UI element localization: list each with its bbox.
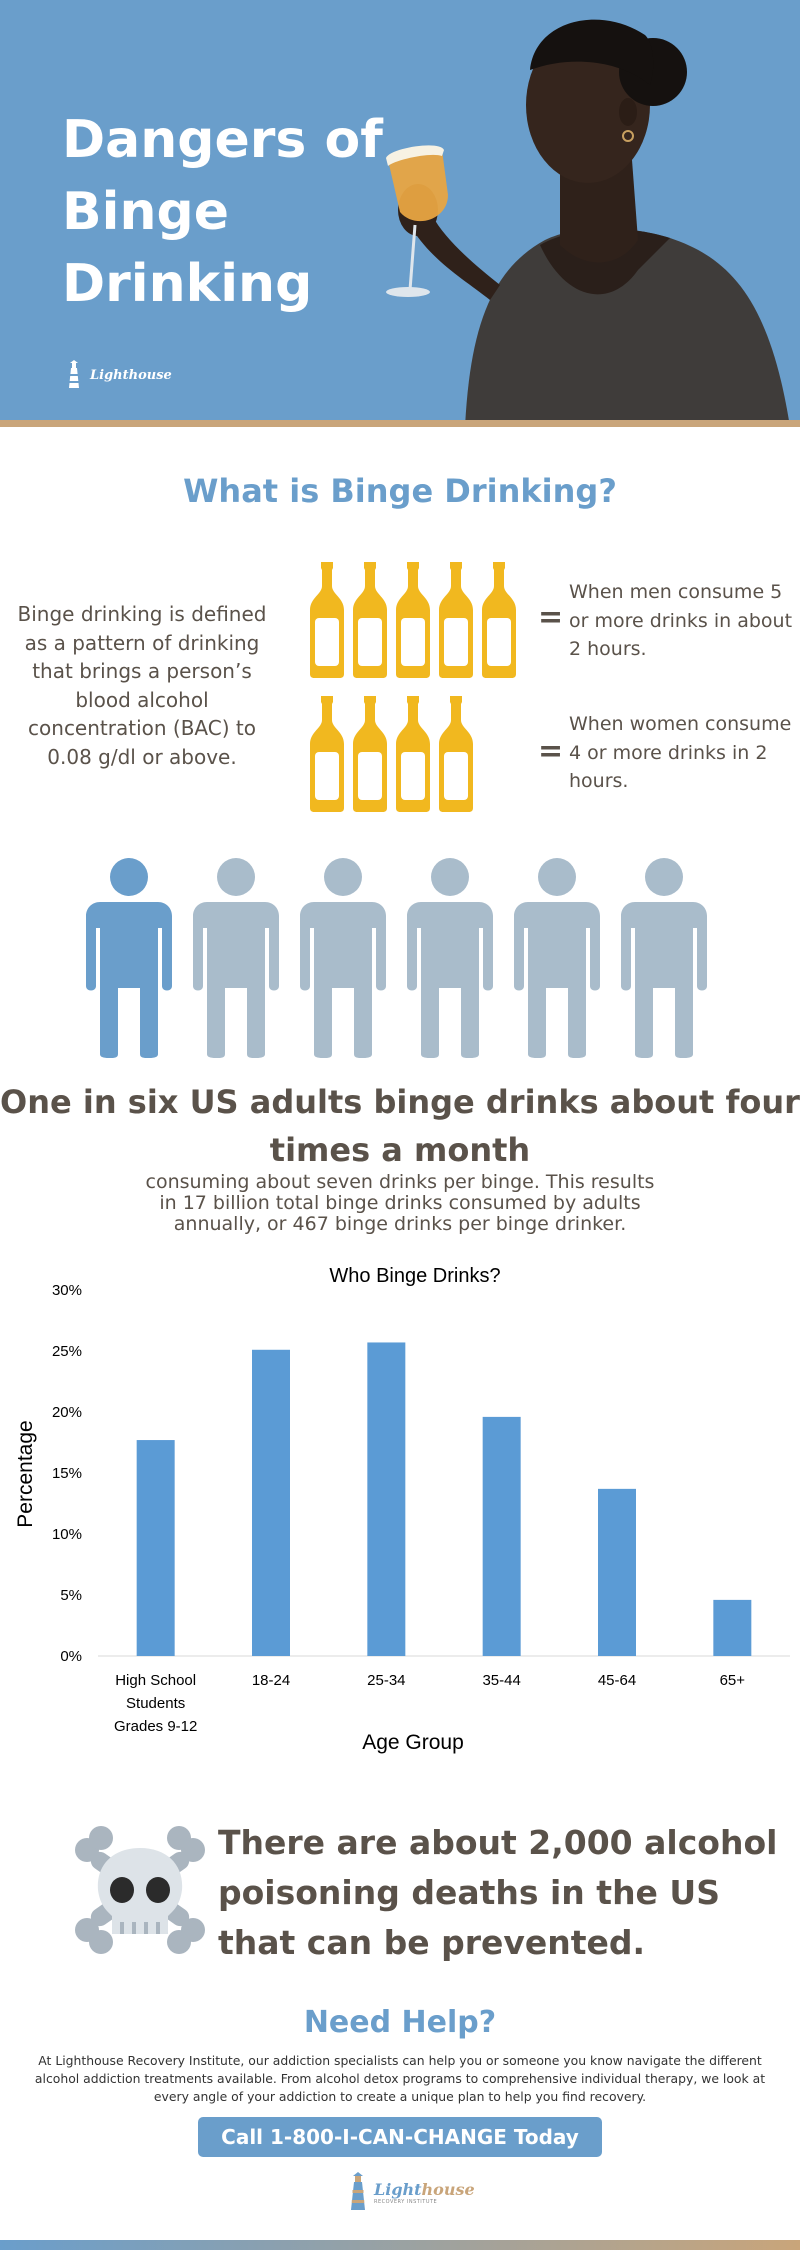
person-icon xyxy=(621,858,707,1058)
chart-bar xyxy=(136,1440,175,1656)
stat-subtext-line: in 17 billion total binge drinks consume… xyxy=(159,1192,641,1214)
women-drink-text: When women consume 4 or more drinks in 2… xyxy=(569,713,792,792)
stat-subtext-line: annually, or 467 binge drinks per binge … xyxy=(173,1213,627,1235)
people-icon-row xyxy=(86,858,726,1058)
beer-bottle-icon xyxy=(439,696,473,812)
hero-logo: Lighthouse xyxy=(64,360,172,390)
chart-bar xyxy=(713,1599,752,1656)
men-drink-text: When men consume 5 or more drinks in abo… xyxy=(569,581,793,660)
stat-headline: One in six US adults binge drinks about … xyxy=(0,1083,800,1169)
beer-bottle-icon xyxy=(310,696,344,812)
help-body-text: At Lighthouse Recovery Institute, our ad… xyxy=(34,2053,766,2104)
woman-drinking-photo xyxy=(386,19,790,427)
person-icon-highlighted xyxy=(86,858,172,1058)
x-axis-label: Age Group xyxy=(362,1731,464,1754)
y-tick-label: 20% xyxy=(52,1404,82,1421)
beer-bottle-icon xyxy=(439,562,473,678)
women-equals-sign: = xyxy=(538,734,564,769)
hero-floor-strip xyxy=(0,420,800,427)
y-tick-label: 0% xyxy=(60,1648,82,1665)
person-icon xyxy=(514,858,600,1058)
person-icon xyxy=(407,858,493,1058)
chart-bar xyxy=(482,1416,521,1656)
y-tick-label: 5% xyxy=(60,1587,82,1604)
y-tick-label: 30% xyxy=(52,1282,82,1299)
lighthouse-icon xyxy=(69,360,79,388)
x-tick-label: 35-44 xyxy=(482,1672,520,1689)
footer-bar xyxy=(0,2240,800,2250)
beer-bottle-icon xyxy=(482,562,516,678)
beer-bottle-icon xyxy=(353,696,387,812)
chart-bar xyxy=(367,1342,406,1656)
beer-bottle-icon xyxy=(396,562,430,678)
hero-title: Dangers of Binge Drinking xyxy=(62,110,383,314)
call-cta-button[interactable]: Call 1-800-I-CAN-CHANGE Today xyxy=(198,2117,602,2157)
beer-bottle-icon xyxy=(353,562,387,678)
stat-subtext: consuming about seven drinks per binge. … xyxy=(0,1172,800,1235)
skull-crossbones-icon xyxy=(75,1826,205,1954)
x-tick-label: Grades 9-12 xyxy=(114,1718,197,1735)
lighthouse-icon xyxy=(351,2172,365,2210)
hero-banner: Dangers of Binge Drinking Lighthouse xyxy=(0,0,800,427)
definition-heading: What is Binge Drinking? xyxy=(183,472,617,510)
x-tick-label: 25-34 xyxy=(367,1672,405,1689)
footer-logo: Lighthouse RECOVERY INSTITUTE xyxy=(346,2172,475,2212)
women-bottle-row xyxy=(310,696,473,812)
help-heading: Need Help? xyxy=(303,2005,497,2040)
men-equals-sign: = xyxy=(538,600,564,635)
hero-logo-text: Lighthouse xyxy=(90,367,172,383)
person-icon xyxy=(300,858,386,1058)
y-tick-label: 25% xyxy=(52,1343,82,1360)
chart-svg: Who Binge Drinks? 0% 5% 10% 15% 20% 25% 30% High… xyxy=(14,1265,790,1754)
men-bottle-row xyxy=(310,562,516,678)
y-tick-label: 15% xyxy=(52,1465,82,1482)
person-icon xyxy=(193,858,279,1058)
beer-bottle-icon xyxy=(310,562,344,678)
stat-subtext-line: consuming about seven drinks per binge. … xyxy=(145,1171,655,1193)
beer-bottle-icon xyxy=(396,696,430,812)
x-tick-label: 18-24 xyxy=(252,1672,290,1689)
y-tick-label: 10% xyxy=(52,1526,82,1543)
x-tick-label: Students xyxy=(126,1695,185,1712)
footer-logo-main: Light xyxy=(374,2179,422,2199)
chart-bar xyxy=(598,1488,636,1656)
poison-stat-text: There are about 2,000 alcohol poisoning … xyxy=(218,1823,778,1962)
chart-title: Who Binge Drinks? xyxy=(329,1265,500,1287)
footer-logo-text: Lighthouse xyxy=(374,2180,475,2199)
footer-logo-subtitle: RECOVERY INSTITUTE xyxy=(374,2198,438,2205)
x-tick-label: High School xyxy=(115,1672,196,1689)
x-tick-label: 65+ xyxy=(720,1672,746,1689)
binge-age-chart: Who Binge Drinks? 0% 5% 10% 15% 20% 25% 30% High… xyxy=(0,1262,800,1762)
definition-text: Binge drinking is defined as a pattern o… xyxy=(17,602,267,769)
x-tick-label: 45-64 xyxy=(598,1672,636,1689)
chart-bar xyxy=(252,1349,290,1656)
y-axis-label: Percentage xyxy=(14,1420,37,1527)
footer-logo-accent: house xyxy=(421,2179,475,2199)
